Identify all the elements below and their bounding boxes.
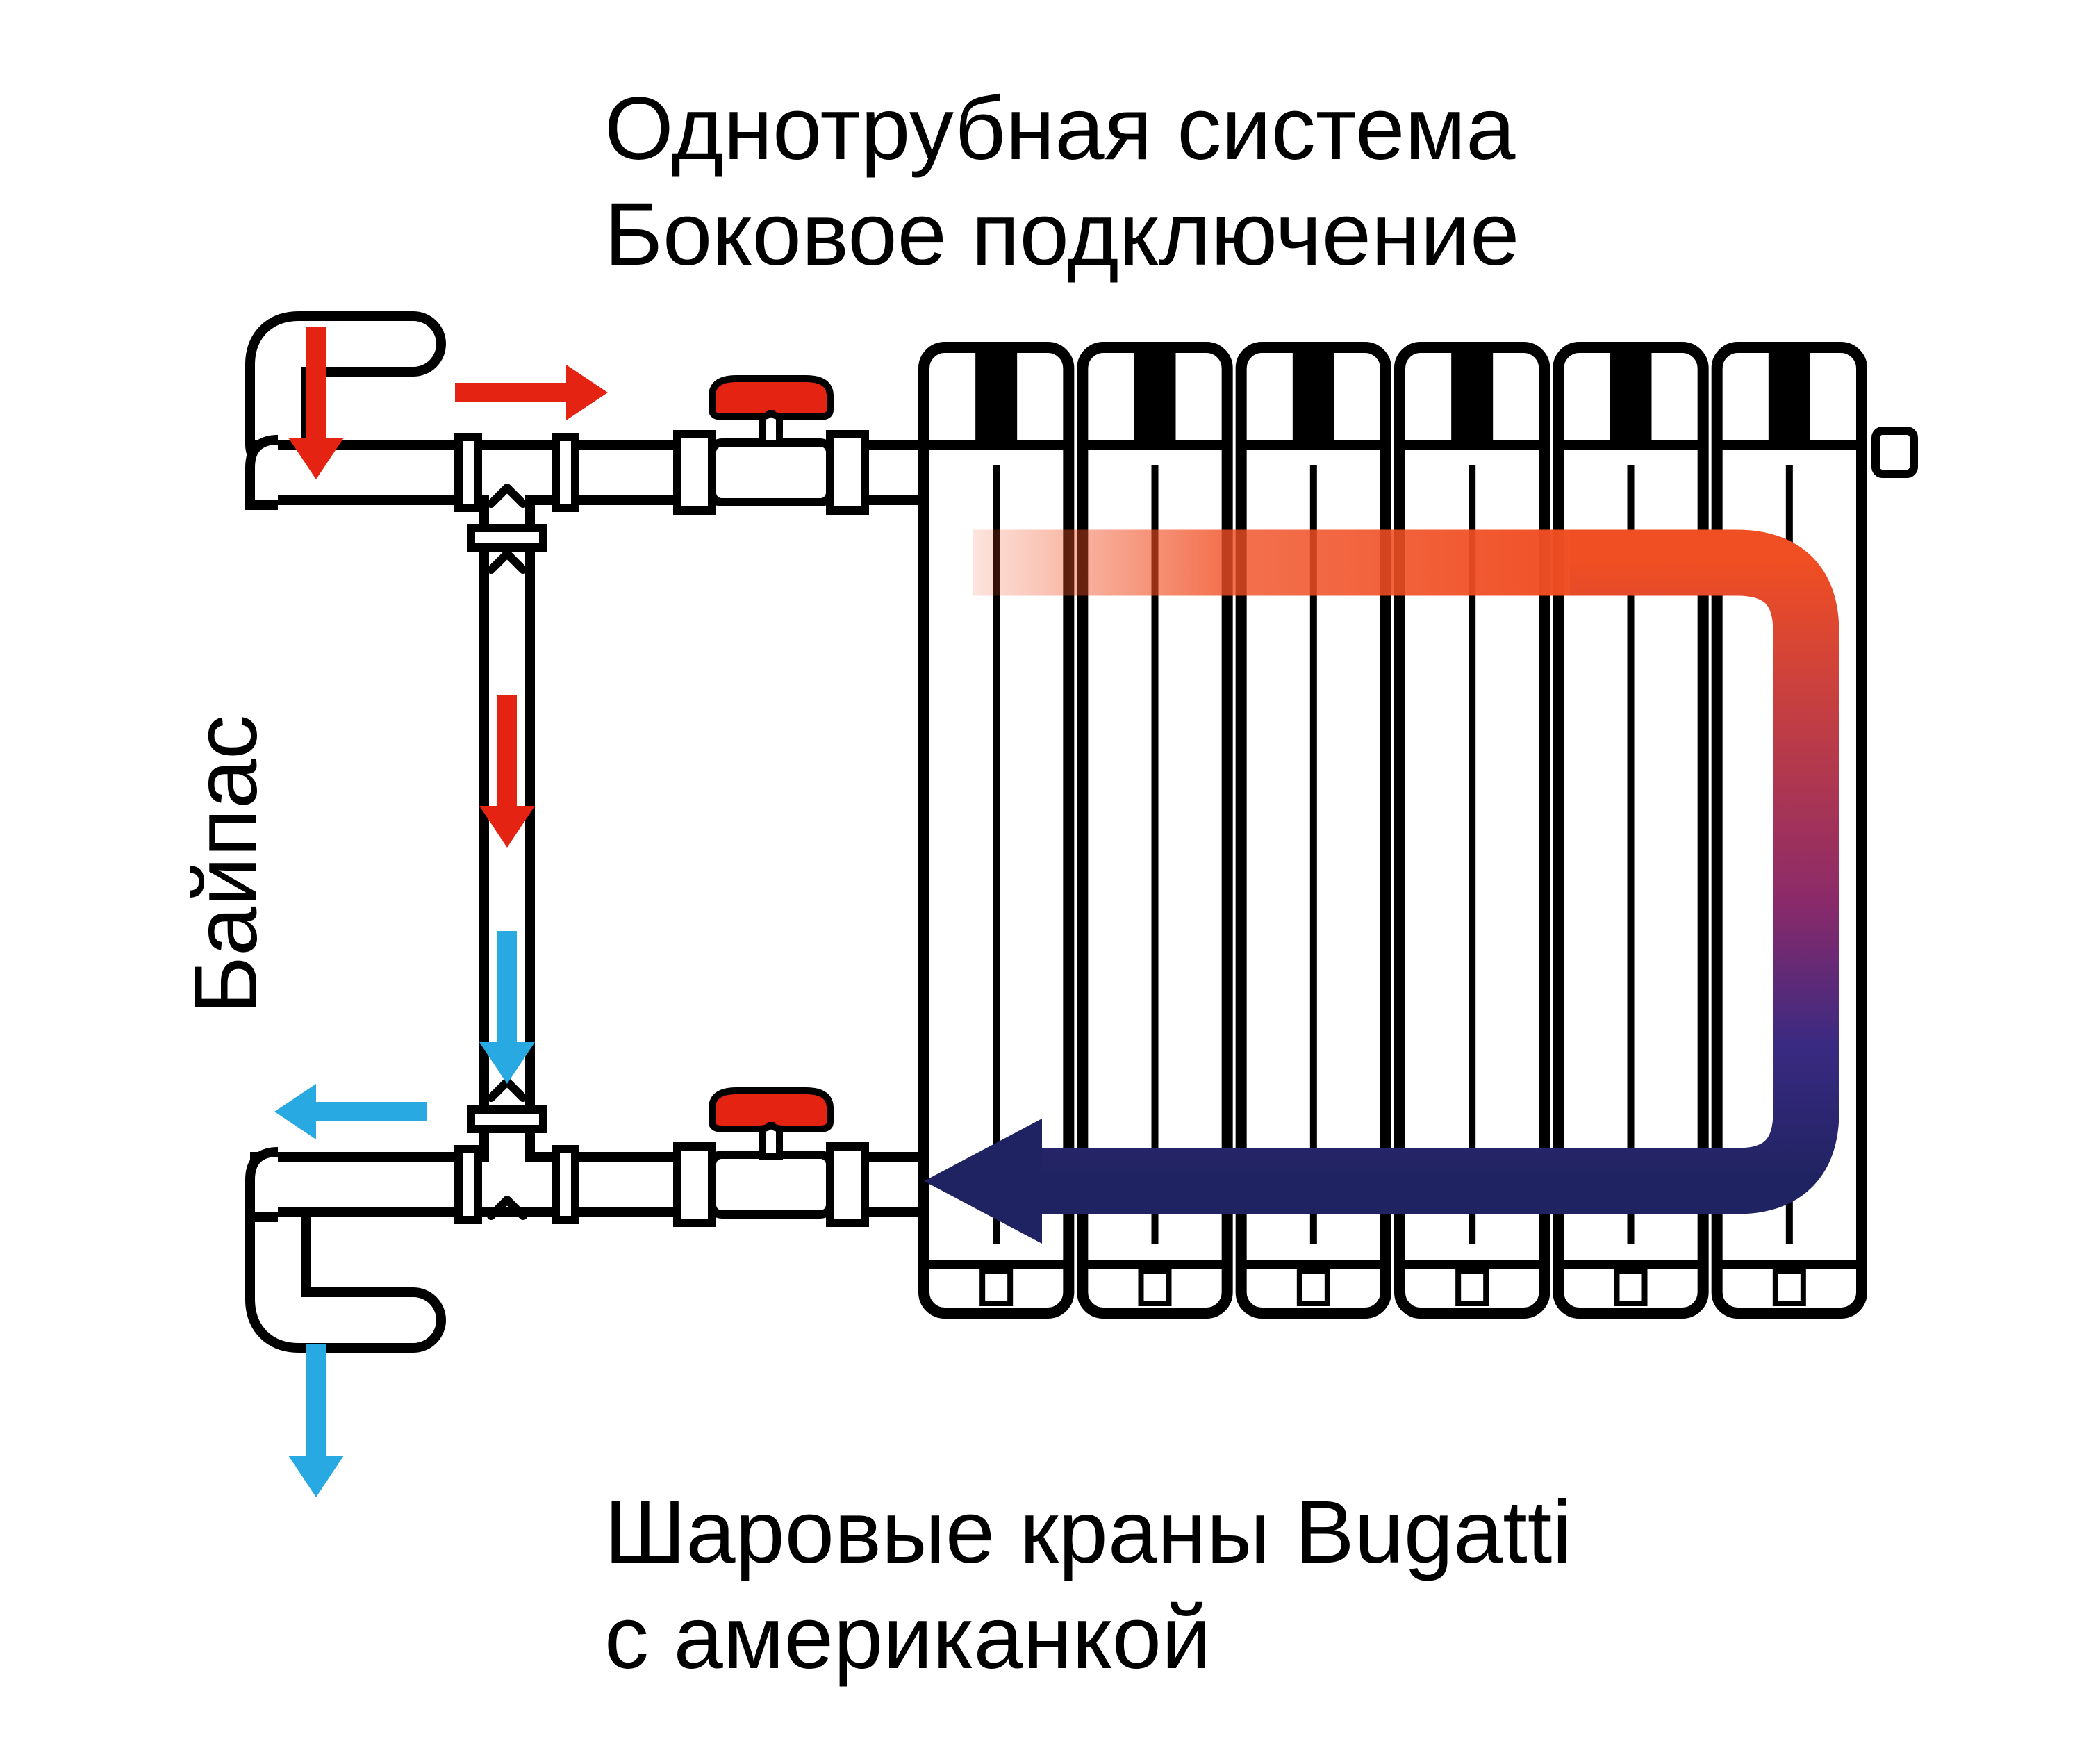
diagram-svg <box>0 0 2084 1764</box>
riser-top-stub <box>278 344 413 445</box>
left-return-elbow <box>250 1152 278 1217</box>
riser-out-down <box>288 1344 344 1497</box>
left-feed-elbow <box>250 440 278 505</box>
riser-bottom-stub <box>278 1212 413 1320</box>
return-left <box>274 1084 427 1139</box>
valve-top <box>677 379 865 511</box>
feed-right <box>455 365 608 420</box>
valve-bottom <box>677 1091 865 1223</box>
